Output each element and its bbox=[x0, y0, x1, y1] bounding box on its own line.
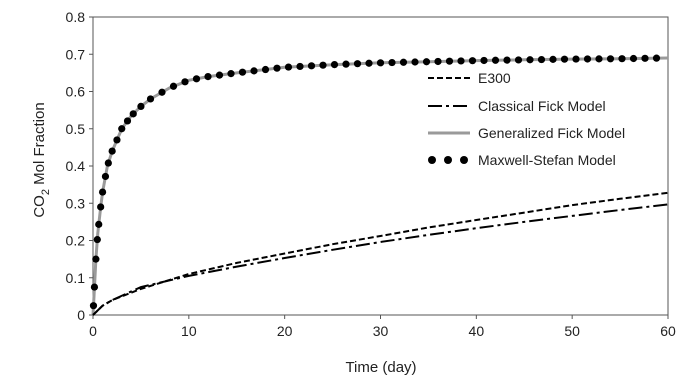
marker-maxwell-stefan-model bbox=[514, 56, 523, 64]
x-tick-label: 10 bbox=[181, 323, 197, 339]
marker-maxwell-stefan-model bbox=[526, 56, 534, 64]
marker-maxwell-stefan-model bbox=[629, 54, 638, 63]
marker-maxwell-stefan-model bbox=[434, 57, 442, 66]
y-tick-label: 0.8 bbox=[66, 9, 86, 25]
series-line-classical-fick-model bbox=[92, 203, 669, 316]
y-tick-label: 0.4 bbox=[66, 158, 86, 174]
marker-maxwell-stefan-model bbox=[92, 255, 100, 263]
marker-maxwell-stefan-model bbox=[491, 56, 500, 64]
marker-maxwell-stefan-model bbox=[641, 54, 649, 62]
y-axis-title-main: CO bbox=[31, 195, 48, 218]
marker-maxwell-stefan-model bbox=[146, 95, 155, 103]
marker-maxwell-stefan-model bbox=[129, 110, 137, 118]
marker-maxwell-stefan-model bbox=[342, 60, 350, 68]
marker-maxwell-stefan-model bbox=[583, 55, 592, 63]
marker-maxwell-stefan-model bbox=[549, 55, 557, 63]
legend-marker-maxwell-stefan-model bbox=[444, 156, 452, 164]
marker-maxwell-stefan-model bbox=[503, 56, 511, 64]
marker-maxwell-stefan-model bbox=[595, 55, 603, 63]
x-tick-label: 30 bbox=[373, 323, 389, 339]
marker-maxwell-stefan-model bbox=[261, 65, 270, 74]
legend-label-maxwell-stefan-model: Maxwell-Stefan Model bbox=[478, 152, 616, 168]
marker-maxwell-stefan-model bbox=[227, 70, 235, 78]
legend-label-classical-fick-model: Classical Fick Model bbox=[478, 98, 606, 114]
marker-maxwell-stefan-model bbox=[618, 55, 626, 63]
marker-maxwell-stefan-model bbox=[480, 56, 488, 65]
marker-maxwell-stefan-model bbox=[113, 136, 121, 144]
legend-marker-maxwell-stefan-model bbox=[460, 156, 468, 164]
marker-maxwell-stefan-model bbox=[468, 57, 477, 65]
marker-maxwell-stefan-model bbox=[652, 54, 661, 62]
marker-maxwell-stefan-model bbox=[104, 159, 112, 167]
series-layer bbox=[89, 54, 669, 316]
marker-maxwell-stefan-model bbox=[118, 125, 126, 133]
marker-maxwell-stefan-model bbox=[137, 102, 145, 110]
marker-maxwell-stefan-model bbox=[572, 55, 580, 63]
legend-label-e300: E300 bbox=[478, 70, 511, 86]
marker-maxwell-stefan-model bbox=[90, 283, 99, 291]
y-axis-title-rest: Mol Fraction bbox=[31, 102, 48, 189]
marker-maxwell-stefan-model bbox=[606, 55, 615, 63]
marker-maxwell-stefan-model bbox=[388, 58, 396, 67]
y-axis-title-subscript: 2 bbox=[40, 189, 52, 195]
marker-maxwell-stefan-model bbox=[238, 68, 247, 76]
marker-maxwell-stefan-model bbox=[273, 64, 281, 72]
marker-maxwell-stefan-model bbox=[169, 82, 178, 90]
marker-maxwell-stefan-model bbox=[101, 172, 110, 181]
marker-maxwell-stefan-model bbox=[376, 59, 385, 67]
y-tick-label: 0.7 bbox=[66, 46, 86, 62]
marker-maxwell-stefan-model bbox=[445, 57, 454, 65]
x-tick-label: 60 bbox=[660, 323, 676, 339]
marker-maxwell-stefan-model bbox=[296, 62, 304, 71]
marker-maxwell-stefan-model bbox=[98, 188, 107, 196]
marker-maxwell-stefan-model bbox=[537, 55, 546, 64]
marker-maxwell-stefan-model bbox=[158, 88, 166, 96]
marker-maxwell-stefan-model bbox=[353, 60, 362, 68]
marker-maxwell-stefan-model bbox=[181, 78, 189, 86]
marker-maxwell-stefan-model bbox=[108, 147, 116, 155]
marker-maxwell-stefan-model bbox=[250, 67, 258, 75]
marker-maxwell-stefan-model bbox=[365, 59, 373, 67]
marker-maxwell-stefan-model bbox=[399, 58, 408, 66]
marker-maxwell-stefan-model bbox=[93, 235, 101, 244]
marker-maxwell-stefan-model bbox=[560, 55, 569, 63]
marker-maxwell-stefan-model bbox=[89, 302, 98, 310]
marker-maxwell-stefan-model bbox=[284, 63, 293, 71]
legend-label-generalized-fick-model: Generalized Fick Model bbox=[478, 125, 625, 141]
marker-maxwell-stefan-model bbox=[330, 61, 339, 69]
marker-maxwell-stefan-model bbox=[204, 73, 212, 81]
y-tick-label: 0 bbox=[77, 307, 85, 323]
series-line-e300 bbox=[92, 191, 669, 316]
marker-maxwell-stefan-model bbox=[123, 117, 132, 125]
marker-maxwell-stefan-model bbox=[457, 57, 465, 65]
y-tick-label: 0.1 bbox=[66, 270, 86, 286]
legend: E300 Classical Fick Model Generalized Fick… bbox=[428, 70, 625, 168]
marker-maxwell-stefan-model bbox=[411, 58, 419, 66]
marker-maxwell-stefan-model bbox=[307, 62, 316, 70]
marker-maxwell-stefan-model bbox=[422, 58, 431, 66]
marker-maxwell-stefan-model bbox=[97, 203, 105, 211]
x-tick-label: 40 bbox=[469, 323, 485, 339]
x-axis-title: Time (day) bbox=[345, 359, 416, 376]
x-tick-label: 0 bbox=[89, 323, 97, 339]
axis-ticks: 0 10 20 30 40 50 60 0 0.1 0.2 0.3 0.4 0.5 0.6 0.7 0.8 bbox=[66, 9, 676, 339]
x-tick-label: 50 bbox=[564, 323, 580, 339]
y-tick-label: 0.5 bbox=[66, 121, 86, 137]
y-axis-title: CO2 Mol Fraction bbox=[31, 102, 52, 217]
y-tick-label: 0.2 bbox=[66, 233, 86, 249]
legend-marker-maxwell-stefan-model bbox=[428, 156, 436, 164]
marker-maxwell-stefan-model bbox=[95, 220, 103, 228]
y-tick-label: 0.3 bbox=[66, 195, 86, 211]
x-tick-label: 20 bbox=[277, 323, 293, 339]
y-tick-label: 0.6 bbox=[66, 84, 86, 100]
marker-maxwell-stefan-model bbox=[192, 75, 201, 83]
marker-maxwell-stefan-model bbox=[215, 71, 224, 79]
marker-maxwell-stefan-model bbox=[319, 61, 327, 69]
